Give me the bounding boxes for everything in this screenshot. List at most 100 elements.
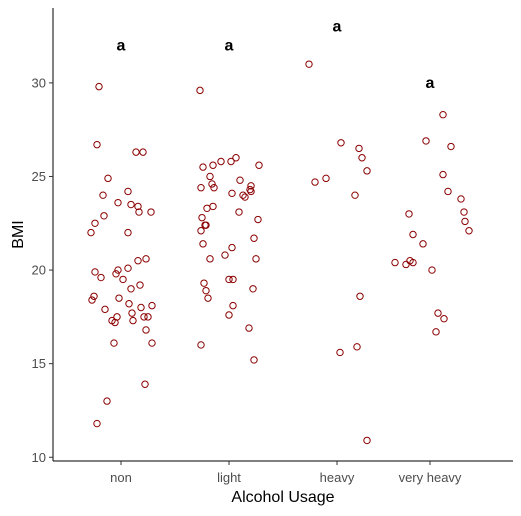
data-point [124,187,132,196]
data-point [210,184,218,192]
data-point [134,257,142,265]
data-point [100,212,108,220]
data-point [363,436,371,445]
data-point [356,292,364,300]
data-point [127,285,135,293]
data-point [90,292,98,300]
data-point [249,285,257,293]
x-tick-label: heavy [320,470,355,485]
data-point [124,264,132,272]
data-point [87,228,95,237]
data-point [111,318,119,327]
data-point [199,240,207,248]
data-point [136,281,144,289]
y-tick-label: 20 [32,263,46,278]
x-axis-title: Alcohol Usage [231,489,334,506]
data-point [203,204,211,212]
data-point [227,157,235,166]
data-point [148,339,156,347]
data-point [439,170,447,179]
data-point [125,300,133,308]
data-point [250,356,258,364]
data-point [432,328,440,336]
data-point [305,60,313,68]
data-point [391,258,399,267]
data-point [119,275,127,284]
data-point [95,82,103,91]
data-point [353,343,361,351]
data-point [228,189,236,198]
data-point [103,397,111,405]
data-point [140,313,148,321]
data-point [137,303,145,312]
data-point [197,341,205,349]
data-point [104,174,112,183]
data-point [460,208,468,216]
data-point [93,140,101,149]
data-point [422,137,430,145]
data-point [91,219,99,227]
group-letter-label: a [225,37,234,54]
data-point [457,195,465,203]
y-axis-title: BMI [10,220,27,248]
data-point [209,161,217,169]
data-point [322,174,330,183]
data-point [419,240,427,248]
data-point [135,208,143,216]
data-point [225,311,233,319]
data-point [88,296,96,304]
data-point [144,313,152,321]
data-point [132,148,140,156]
data-point [209,202,217,211]
data-point [428,266,436,274]
data-point [206,255,214,263]
data-point [405,210,413,218]
data-point [355,144,363,153]
data-point [128,309,136,317]
axes [52,8,513,462]
data-point [101,305,109,314]
data-point [255,161,263,169]
y-tick-label: 25 [32,169,46,184]
data-point [465,227,473,235]
data-point [124,228,132,237]
data-point [239,191,247,199]
data-point [148,301,156,310]
data-point [247,187,255,196]
data-point [358,154,366,162]
y-tick-label: 30 [32,75,46,90]
x-tick-label: very heavy [399,470,462,485]
data-point [444,187,452,196]
group-letter-label: a [117,37,126,54]
data-point [439,110,447,119]
x-ticks: non light heavy very heavy [110,461,462,485]
data-point [241,193,249,201]
data-point [217,157,225,166]
data-point [228,243,236,252]
data-point [235,208,243,216]
data-point [202,221,210,229]
data-point [225,275,233,284]
data-point [229,275,237,284]
data-point [99,191,107,199]
data-point [250,234,258,242]
data-point [447,142,455,151]
group-letter-label: a [333,19,342,36]
data-point [232,154,240,162]
data-point [440,315,448,323]
data-point [197,227,205,235]
data-point [221,251,229,259]
x-tick-label: non [110,470,132,485]
data-point [200,279,208,287]
data-point [115,294,123,302]
data-point [147,208,155,216]
data-point [127,200,135,209]
data-point [141,380,149,388]
data-point [199,163,207,171]
data-point [142,326,150,334]
group-letter-label: a [426,75,435,92]
data-point [114,198,122,207]
data-point [245,324,253,332]
data-point [134,202,142,211]
